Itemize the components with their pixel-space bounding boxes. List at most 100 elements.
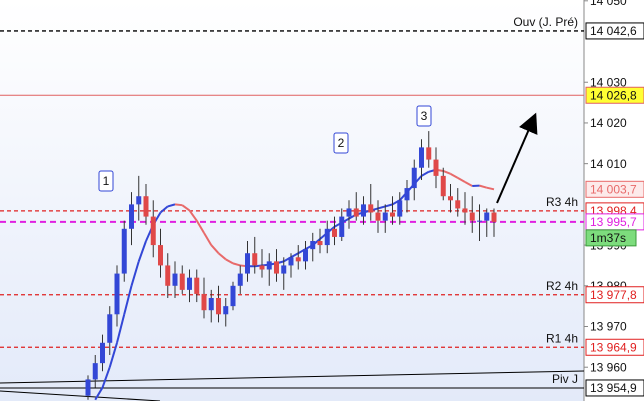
candle-body: [303, 249, 308, 262]
moving-average: [101, 366, 111, 388]
candle-body: [361, 204, 366, 217]
price-label: 13 995,7: [590, 215, 637, 229]
level-name: Piv J: [552, 372, 578, 386]
candle-body: [201, 293, 207, 311]
candle-body: [317, 241, 323, 246]
candle-body: [404, 188, 410, 201]
moving-average: [108, 342, 118, 368]
candle-body: [477, 220, 482, 222]
moving-average: [442, 170, 451, 175]
price-label: 13 977,8: [590, 288, 637, 302]
candle-body: [491, 212, 497, 222]
price-label: 14 042,6: [590, 24, 637, 38]
moving-average: [486, 186, 495, 191]
candle-body: [179, 273, 185, 290]
candle-body: [462, 208, 468, 213]
wave-box: [333, 132, 349, 154]
candle-body: [92, 363, 98, 380]
moving-average: [174, 203, 183, 207]
moving-average: [384, 203, 393, 208]
moving-average: [123, 285, 133, 315]
price-label: 13 964,9: [590, 340, 637, 354]
candle-body: [411, 167, 417, 189]
candle-body: [136, 196, 142, 205]
candle-body: [295, 257, 301, 262]
y-tick-label: 14 030: [590, 75, 627, 89]
y-tick-label: 13 960: [590, 360, 627, 374]
moving-average: [130, 261, 140, 287]
candle-body: [223, 306, 229, 315]
candle-body: [310, 241, 316, 250]
y-tick-label: 13 970: [590, 320, 627, 334]
candle-body: [252, 253, 258, 266]
candle-body: [346, 208, 352, 217]
wave-box: [416, 105, 432, 127]
candle-body: [274, 261, 279, 274]
candle-body: [237, 273, 243, 286]
candle-body: [245, 253, 250, 274]
trendline: [0, 390, 161, 401]
candle-body: [324, 228, 330, 246]
price-label: 14 026,8: [590, 88, 637, 102]
candle-body: [382, 212, 388, 221]
y-tick-label: 14 010: [590, 157, 627, 171]
candle-body: [187, 277, 192, 290]
candle-body: [419, 147, 424, 168]
countdown: 1m37s: [590, 231, 626, 245]
candle-body: [426, 147, 432, 160]
candle-body: [375, 212, 381, 221]
candle-body: [484, 212, 490, 221]
moving-average: [137, 240, 147, 262]
price-box: [585, 180, 644, 198]
candle-body: [433, 159, 439, 176]
moving-average: [232, 262, 241, 267]
moving-average: [210, 244, 220, 254]
candle-body: [368, 204, 374, 213]
candle-body: [332, 228, 337, 237]
trendline: [0, 370, 585, 384]
moving-average: [290, 252, 299, 259]
moving-average: [94, 387, 104, 401]
candle-body: [230, 285, 236, 307]
moving-average: [421, 170, 430, 177]
candle-body: [390, 212, 395, 217]
moving-average: [188, 209, 198, 222]
candle-body: [353, 208, 359, 217]
candle-body: [107, 314, 113, 343]
candle-body: [281, 265, 287, 274]
candle-body: [288, 257, 294, 266]
y-tick-label: 14 020: [590, 116, 627, 130]
level-name: R2 4h: [546, 279, 578, 293]
moving-average: [457, 177, 466, 183]
candle-body: [85, 379, 91, 396]
price-box: [585, 379, 644, 397]
candle-body: [208, 298, 214, 311]
candle-body: [259, 265, 265, 270]
price-box: [585, 22, 644, 40]
y-tick-label: 14 050: [590, 0, 627, 8]
moving-average: [195, 220, 205, 234]
candle-body: [143, 196, 149, 217]
candle-body: [469, 212, 475, 221]
moving-average: [450, 172, 459, 179]
candle-body: [216, 298, 221, 315]
price-box: [585, 86, 644, 104]
price-box: [585, 338, 644, 356]
plot-area: [0, 0, 584, 401]
moving-average: [217, 252, 227, 261]
moving-average: [159, 205, 169, 214]
level-name: R3 4h: [546, 195, 578, 209]
price-axis: [584, 0, 644, 401]
countdown-box: [585, 229, 637, 247]
wave-label: 2: [338, 136, 345, 150]
moving-average: [203, 232, 213, 246]
candle-body: [339, 216, 345, 237]
price-box: [585, 286, 644, 304]
candle-body: [165, 265, 171, 286]
wave-box: [98, 170, 114, 192]
candle-body: [150, 216, 156, 246]
candle-body: [121, 228, 127, 274]
candle-body: [448, 196, 453, 201]
arrow: [496, 112, 538, 204]
